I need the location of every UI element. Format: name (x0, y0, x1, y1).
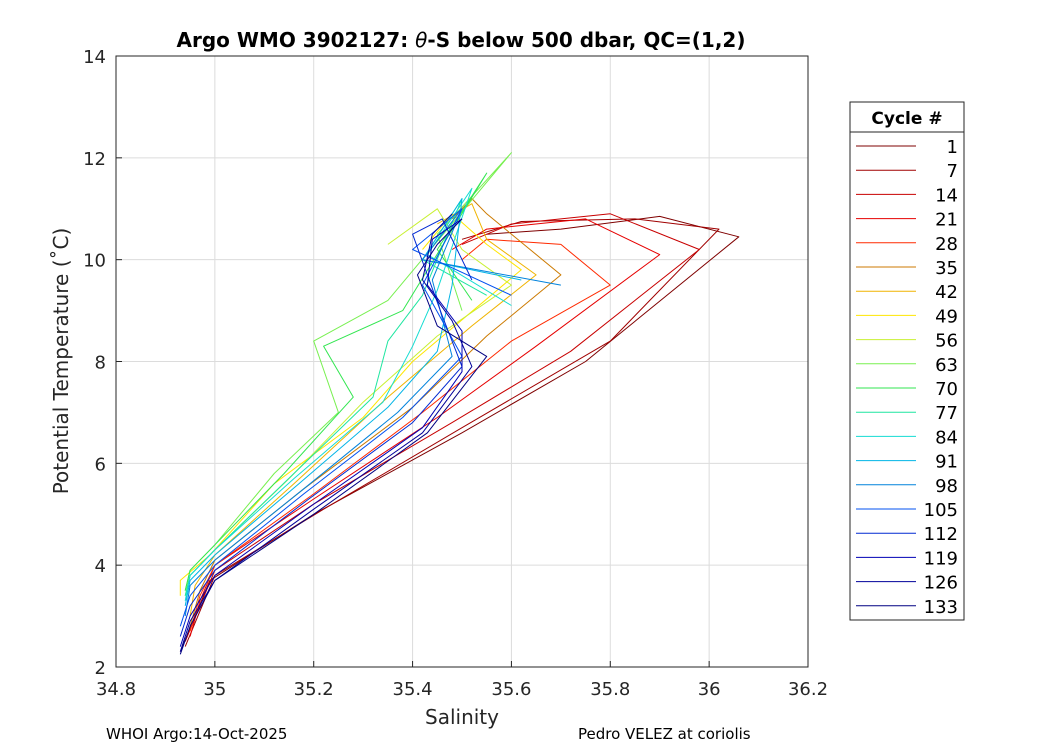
legend-label: 1 (947, 137, 958, 158)
y-tick-label: 4 (95, 556, 106, 577)
series-line-cycle-35 (189, 198, 562, 627)
legend-title: Cycle # (871, 109, 942, 129)
series-line-cycle-1 (179, 215, 740, 652)
series-line-cycle-133 (179, 218, 488, 655)
x-axis-label: Salinity (425, 705, 499, 729)
x-axis-ticks: 34.8 35 35.2 35.4 35.6 35.8 36 36.2 (96, 661, 828, 700)
x-tick-label: 35 (203, 679, 226, 700)
legend-label: 84 (935, 427, 958, 448)
legend-label: 56 (935, 331, 958, 352)
legend-label: 70 (935, 379, 958, 400)
y-axis-label: Potential Temperature (˚C) (49, 228, 73, 495)
series-line-cycle-21 (189, 218, 661, 637)
series-line-cycle-119 (179, 218, 463, 647)
x-tick-label: 36 (698, 679, 721, 700)
legend-entries: 1 7 14 21 28 35 42 49 56 63 70 77 84 91 98 105 112 119 126… (856, 137, 958, 618)
y-tick-label: 2 (95, 658, 106, 679)
y-tick-label: 8 (95, 353, 106, 374)
legend-label: 49 (935, 306, 958, 327)
series-line-cycle-84 (184, 187, 512, 601)
x-tick-label: 34.8 (96, 679, 136, 700)
y-tick-label: 14 (83, 47, 106, 68)
series-line-cycle-91 (184, 198, 522, 606)
y-tick-label: 10 (83, 251, 106, 272)
legend: Cycle # 17142128354249566370778491981051… (849, 101, 965, 621)
series-line-cycle-126 (179, 213, 473, 652)
footer-left-credit: WHOI Argo:14-Oct-2025 (106, 725, 288, 743)
x-tick-label: 35.8 (590, 679, 630, 700)
footer-right-credit: Pedro VELEZ at coriolis (578, 725, 751, 743)
x-tick-label: 36.2 (788, 679, 828, 700)
series-layer (179, 152, 740, 655)
legend-label: 119 (924, 548, 958, 569)
series-line-cycle-70 (184, 172, 488, 591)
chart-title: Argo WMO 3902127: θ-S below 500 dbar, QC… (177, 28, 746, 52)
legend-label: 35 (935, 258, 958, 279)
series-line-cycle-112 (179, 218, 473, 637)
legend-label: 126 (924, 573, 958, 594)
legend-label: 7 (947, 161, 958, 182)
legend-label: 42 (935, 282, 958, 303)
legend-label: 77 (935, 403, 958, 424)
legend-label: 98 (935, 476, 958, 497)
legend-label: 28 (935, 234, 958, 255)
legend-label: 105 (924, 500, 958, 521)
legend-label: 91 (935, 452, 958, 473)
legend-label: 112 (924, 524, 958, 545)
y-axis-ticks: 2 4 6 8 10 12 14 (83, 47, 122, 679)
x-tick-label: 35.4 (393, 679, 433, 700)
x-tick-label: 35.2 (294, 679, 334, 700)
legend-label: 63 (935, 355, 958, 376)
x-tick-label: 35.6 (491, 679, 531, 700)
y-tick-label: 6 (95, 454, 106, 475)
legend-label: 14 (935, 185, 958, 206)
series-line-cycle-98 (184, 208, 561, 617)
series-line-cycle-49 (179, 213, 522, 596)
plot-area (115, 55, 809, 668)
legend-label: 21 (935, 210, 958, 231)
legend-label: 133 (924, 597, 958, 618)
y-tick-label: 12 (83, 149, 106, 170)
